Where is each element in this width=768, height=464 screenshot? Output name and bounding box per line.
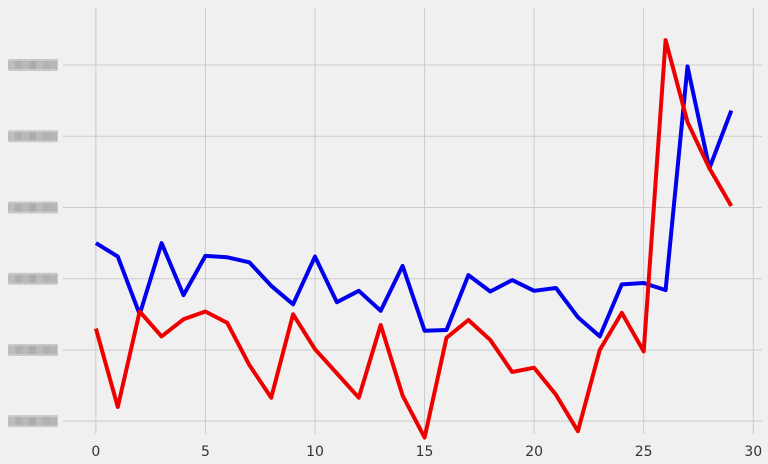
- x-tick-label: 25: [635, 444, 653, 460]
- x-gridlines: [95, 8, 754, 434]
- x-tick-label: 30: [744, 444, 762, 460]
- y-tick-label-obscured: [8, 130, 58, 143]
- x-tick-label: 10: [306, 444, 324, 460]
- y-tick-label-obscured: [8, 201, 58, 214]
- series-line-1: [94, 64, 734, 339]
- x-tick-label: 15: [416, 444, 434, 460]
- series-lines: [93, 38, 734, 440]
- y-axis-tick-labels-obscured: [8, 58, 58, 428]
- x-tick-label: 0: [91, 444, 100, 460]
- x-tick-label: 20: [525, 444, 543, 460]
- y-tick-label-obscured: [8, 272, 58, 285]
- y-tick-label-obscured: [8, 415, 58, 428]
- series-line-2: [93, 38, 734, 440]
- y-tick-label-obscured: [8, 58, 58, 71]
- x-axis-tick-labels: 0 5 10 15 20 25 30: [91, 444, 762, 460]
- y-gridlines: [63, 64, 762, 422]
- y-tick-label-obscured: [8, 343, 58, 356]
- x-tick-label: 5: [201, 444, 210, 460]
